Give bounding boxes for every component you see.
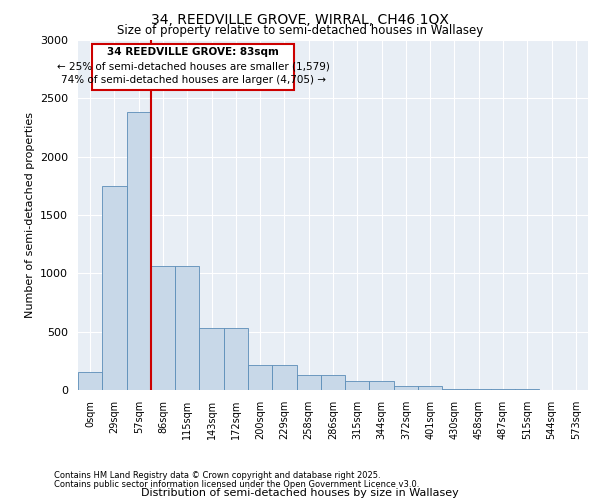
Text: 74% of semi-detached houses are larger (4,705) →: 74% of semi-detached houses are larger (… [61, 75, 326, 85]
Text: Size of property relative to semi-detached houses in Wallasey: Size of property relative to semi-detach… [117, 24, 483, 37]
Text: Contains public sector information licensed under the Open Government Licence v3: Contains public sector information licen… [54, 480, 419, 489]
Bar [175, 266, 199, 390]
Bar [248, 365, 272, 390]
Bar [78, 372, 102, 390]
Text: Contains HM Land Registry data © Crown copyright and database right 2025.: Contains HM Land Registry data © Crown c… [54, 471, 380, 480]
Bar [345, 381, 370, 390]
Text: 34 REEDVILLE GROVE: 83sqm: 34 REEDVILLE GROVE: 83sqm [107, 47, 279, 57]
Text: Distribution of semi-detached houses by size in Wallasey: Distribution of semi-detached houses by … [141, 488, 459, 498]
Bar [199, 328, 224, 390]
FancyBboxPatch shape [92, 44, 294, 90]
Bar [442, 389, 467, 390]
Text: 34, REEDVILLE GROVE, WIRRAL, CH46 1QX: 34, REEDVILLE GROVE, WIRRAL, CH46 1QX [151, 12, 449, 26]
Bar [296, 375, 321, 390]
Bar [394, 386, 418, 390]
Bar [418, 386, 442, 390]
Bar [467, 389, 491, 390]
Bar [224, 328, 248, 390]
Bar [370, 381, 394, 390]
Bar [272, 365, 296, 390]
Bar [321, 375, 345, 390]
Text: ← 25% of semi-detached houses are smaller (1,579): ← 25% of semi-detached houses are smalle… [56, 61, 329, 71]
Bar [151, 266, 175, 390]
Bar [127, 112, 151, 390]
Bar [102, 186, 127, 390]
Y-axis label: Number of semi-detached properties: Number of semi-detached properties [25, 112, 35, 318]
